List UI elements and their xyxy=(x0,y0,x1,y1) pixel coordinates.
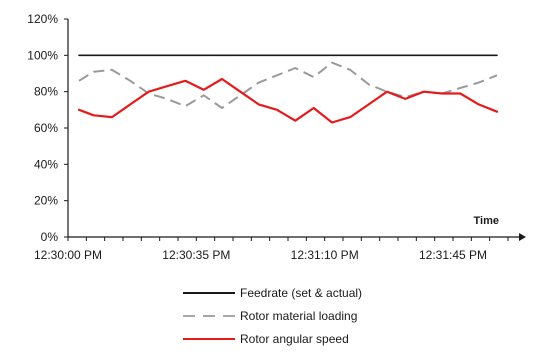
y-tick-label: 40% xyxy=(34,157,58,171)
y-tick-label: 80% xyxy=(34,85,58,99)
y-tick-label: 60% xyxy=(34,121,58,135)
y-tick-label: 0% xyxy=(41,230,59,244)
legend-label: Feedrate (set & actual) xyxy=(240,286,362,300)
x-axis-title: Time xyxy=(474,215,499,227)
series-layer xyxy=(77,54,499,124)
y-tick-label: 100% xyxy=(27,48,58,62)
y-axis: 0% 20% 40% 60% 80% 100% 120% xyxy=(27,12,69,244)
y-tick-label: 120% xyxy=(27,12,58,26)
x-tick-label: 12:31:45 PM xyxy=(419,248,487,262)
x-axis: 12:30:00 PM 12:30:35 PM 12:31:10 PM 12:31:4… xyxy=(34,233,526,262)
x-tick-label: 12:31:10 PM xyxy=(291,248,359,262)
series-line-rotor-angular-speed xyxy=(77,77,499,124)
series-line-rotor-material-loading xyxy=(78,61,498,109)
legend-label: Rotor angular speed xyxy=(240,332,349,346)
x-axis-arrow-icon xyxy=(519,233,526,241)
legend: Feedrate (set & actual) Rotor material lo… xyxy=(183,286,362,346)
x-tick-label: 12:30:00 PM xyxy=(34,248,102,262)
legend-label: Rotor material loading xyxy=(240,309,357,323)
x-tick-label: 12:30:35 PM xyxy=(162,248,230,262)
y-tick-label: 20% xyxy=(34,194,58,208)
